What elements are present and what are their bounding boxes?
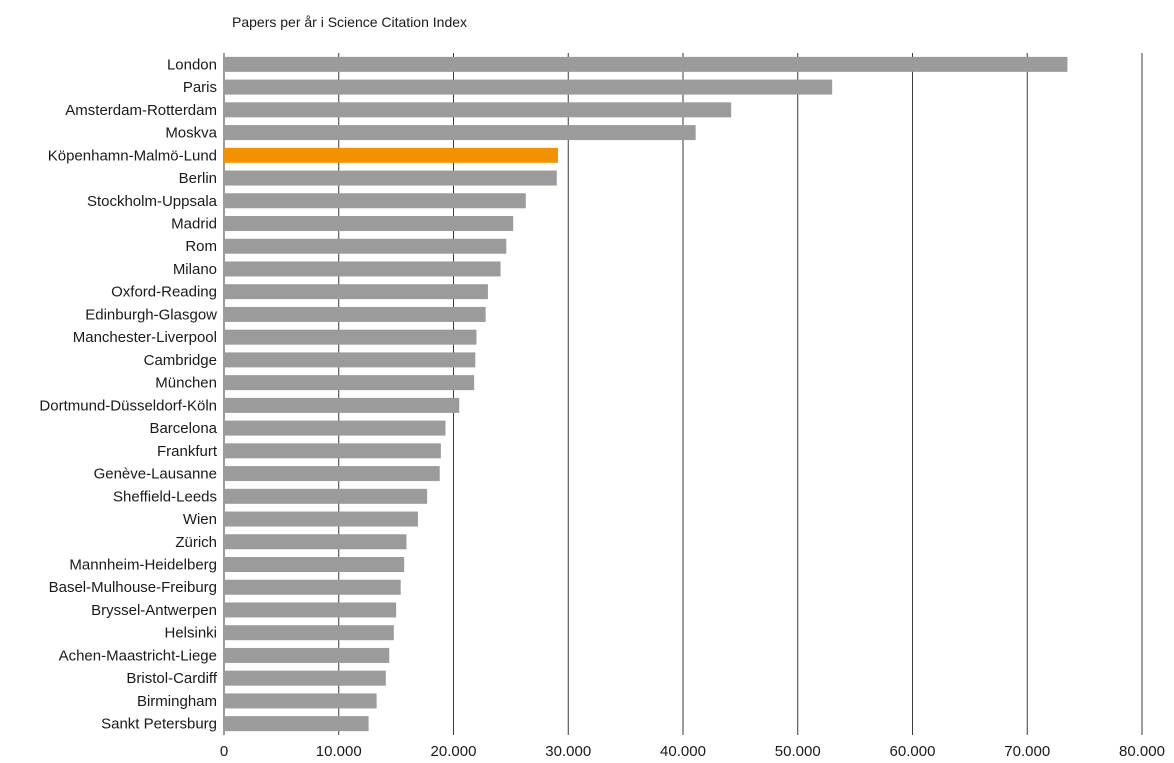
category-label: Frankfurt [157, 443, 218, 460]
bar [224, 306, 486, 322]
category-label: Sankt Petersburg [101, 716, 217, 733]
bar [224, 602, 397, 618]
bar [224, 329, 477, 345]
bar [224, 625, 394, 641]
x-tick-label: 40.000 [660, 743, 706, 760]
x-tick-label: 50.000 [775, 743, 821, 760]
bar-highlighted [224, 147, 558, 163]
bar [224, 557, 405, 572]
category-label: Cambridge [144, 352, 217, 369]
bar [224, 579, 401, 595]
category-label: Dortmund-Düsseldorf-Köln [39, 397, 217, 414]
x-tick-label: 80.000 [1119, 743, 1165, 760]
bar [224, 670, 386, 686]
category-label: Helsinki [164, 625, 217, 642]
category-label: Achen-Maastricht-Liege [59, 647, 217, 664]
category-label: Moskva [165, 125, 217, 142]
bar [224, 466, 440, 482]
category-label: Mannheim-Heidelberg [69, 557, 217, 574]
bar [224, 647, 390, 663]
category-label: Oxford-Reading [111, 284, 217, 301]
category-label: Basel-Mulhouse-Freiburg [49, 579, 217, 596]
bar [224, 375, 475, 391]
category-label: Madrid [171, 216, 217, 233]
bar [224, 443, 441, 459]
category-label: Paris [183, 79, 217, 96]
x-tick-label: 30.000 [545, 743, 591, 760]
category-label: Bryssel-Antwerpen [91, 602, 217, 619]
category-label: Genève-Lausanne [94, 466, 217, 483]
bar [224, 534, 407, 550]
category-label: Milano [173, 261, 217, 278]
category-label: Birmingham [137, 693, 217, 710]
bar [224, 716, 369, 732]
bar [224, 420, 446, 436]
category-label: Berlin [179, 170, 217, 187]
x-tick-label: 0 [220, 743, 228, 760]
category-label: Manchester-Liverpool [73, 329, 217, 346]
category-label: Rom [185, 238, 217, 255]
gridlines [223, 53, 1143, 735]
category-label: Bristol-Cardiff [126, 670, 217, 687]
bar [224, 261, 501, 277]
category-label: Zürich [175, 534, 217, 551]
bar [224, 170, 557, 186]
bar [224, 693, 377, 709]
bar [224, 488, 428, 504]
bar [224, 284, 488, 300]
category-label: Edinburgh-Glasgow [85, 306, 217, 323]
bar [224, 216, 514, 231]
x-axis-tick-labels: 0 10.000 20.000 30.000 40.000 50.000 60.000 70.… [220, 743, 1165, 760]
category-label: Amsterdam-Rotterdam [65, 102, 217, 119]
bar [224, 79, 833, 95]
bar [224, 238, 507, 254]
category-label: London [167, 56, 217, 73]
bar [224, 125, 696, 141]
category-label: Sheffield-Leeds [113, 488, 217, 505]
bar [224, 352, 476, 368]
x-tick-label: 60.000 [890, 743, 936, 760]
category-label: Stockholm-Uppsala [87, 193, 218, 210]
chart-title: Papers per år i Science Citation Index [232, 14, 468, 30]
x-tick-label: 20.000 [431, 743, 477, 760]
bar [224, 397, 460, 413]
category-label: Barcelona [149, 420, 217, 437]
bar [224, 193, 526, 209]
bar [224, 102, 732, 118]
x-tick-label: 10.000 [316, 743, 362, 760]
x-tick-label: 70.000 [1004, 743, 1050, 760]
category-label: Wien [183, 511, 217, 528]
bar [224, 511, 418, 527]
category-labels: London Paris Amsterdam-Rotterdam Moskva Köpe… [39, 56, 217, 732]
category-label: München [155, 375, 217, 392]
bar [224, 56, 1068, 72]
bars [224, 56, 1068, 732]
category-label: Köpenhamn-Malmö-Lund [48, 147, 217, 164]
